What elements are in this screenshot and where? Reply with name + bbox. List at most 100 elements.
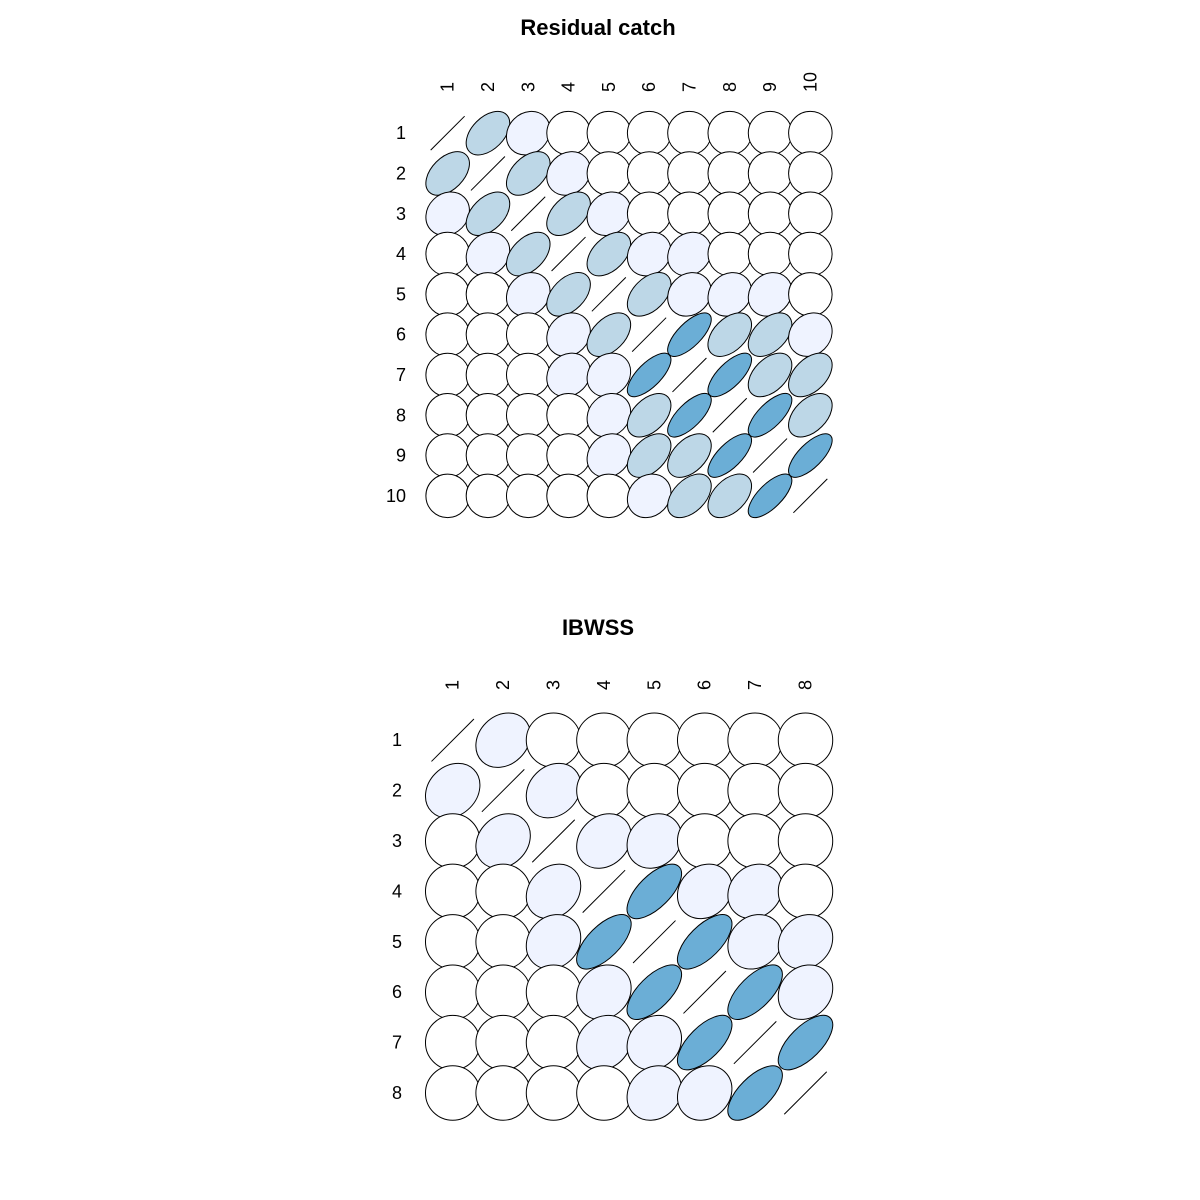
correlation-cell bbox=[465, 110, 511, 156]
correlation-cell bbox=[431, 718, 475, 762]
correlation-cell bbox=[425, 392, 470, 438]
correlation-cell bbox=[586, 312, 632, 357]
correlation-cell bbox=[475, 964, 531, 1020]
correlation-cell bbox=[576, 762, 632, 819]
col-label: 3 bbox=[544, 680, 564, 690]
correlation-cell bbox=[727, 712, 783, 768]
correlation-cell bbox=[424, 863, 481, 920]
correlation-cell bbox=[465, 312, 511, 357]
row-label: 1 bbox=[396, 123, 406, 143]
col-label: 2 bbox=[478, 82, 498, 92]
correlation-cell bbox=[788, 191, 833, 237]
correlation-cell bbox=[727, 863, 783, 920]
correlation-cell bbox=[626, 712, 683, 768]
correlation-cell bbox=[777, 813, 834, 869]
correlation-cell bbox=[505, 352, 551, 398]
correlation-cell bbox=[424, 813, 481, 869]
correlation-cell bbox=[676, 813, 733, 869]
correlation-cell bbox=[727, 1065, 783, 1121]
correlation-cell bbox=[777, 964, 834, 1020]
correlation-cell bbox=[505, 272, 551, 317]
row-label: 3 bbox=[392, 831, 402, 851]
row-label: 4 bbox=[396, 244, 406, 264]
correlation-cell bbox=[546, 433, 591, 478]
correlation-cell bbox=[425, 151, 470, 196]
correlation-cell bbox=[672, 357, 707, 393]
correlation-cell bbox=[465, 352, 511, 398]
residual-catch-panel: Residual catch 1 2 3 4 5 6 7 8 9 10 1 2 3 4 5 6 7 8 9 10 bbox=[386, 15, 833, 519]
correlation-cell bbox=[626, 392, 672, 438]
correlation-cell bbox=[727, 964, 783, 1020]
correlation-cell bbox=[505, 110, 551, 156]
correlation-cell bbox=[631, 317, 667, 352]
correlation-cell bbox=[425, 231, 470, 277]
correlation-cell bbox=[788, 312, 833, 357]
row-label: 2 bbox=[396, 163, 406, 183]
correlation-cell bbox=[793, 478, 828, 514]
col-label: 4 bbox=[594, 680, 614, 690]
correlation-cell bbox=[586, 191, 632, 237]
correlation-cell bbox=[626, 272, 672, 317]
correlation-cell bbox=[788, 272, 833, 317]
correlation-cell bbox=[707, 312, 753, 357]
correlation-cell bbox=[733, 1021, 777, 1065]
correlation-cell bbox=[586, 352, 632, 398]
row-label: 10 bbox=[386, 486, 406, 506]
correlation-cell bbox=[626, 151, 672, 196]
correlation-cell bbox=[752, 438, 788, 473]
correlation-cell bbox=[747, 231, 793, 277]
correlation-cell bbox=[525, 1014, 582, 1071]
row-label: 8 bbox=[392, 1083, 402, 1103]
col-label: 6 bbox=[695, 680, 715, 690]
col-label: 7 bbox=[745, 680, 765, 690]
correlation-cell bbox=[465, 231, 511, 277]
correlation-cell bbox=[626, 863, 683, 920]
correlation-cell bbox=[470, 156, 506, 191]
correlation-cell bbox=[707, 231, 753, 277]
correlation-cell bbox=[425, 312, 470, 357]
correlation-cell bbox=[676, 712, 733, 768]
correlation-cell bbox=[505, 392, 551, 438]
correlation-cell bbox=[667, 272, 712, 317]
correlation-cell bbox=[626, 433, 672, 478]
correlation-cell bbox=[576, 914, 632, 970]
correlation-cell bbox=[707, 433, 753, 478]
correlation-cell bbox=[667, 231, 712, 277]
correlation-cell bbox=[667, 191, 712, 237]
residual-catch-matrix: 1 2 3 4 5 6 7 8 9 10 1 2 3 4 5 6 7 8 9 10 bbox=[386, 72, 833, 519]
col-label: 6 bbox=[639, 82, 659, 92]
correlation-cell bbox=[465, 392, 511, 438]
correlation-cell bbox=[777, 914, 834, 970]
correlation-cell bbox=[707, 151, 753, 196]
correlation-cell bbox=[727, 762, 783, 819]
correlation-cell bbox=[683, 970, 727, 1014]
correlation-cell bbox=[626, 473, 672, 519]
correlation-cell bbox=[747, 473, 793, 519]
correlation-cell bbox=[546, 473, 591, 519]
correlation-cell bbox=[777, 762, 834, 819]
correlation-cell bbox=[747, 312, 793, 357]
correlation-cell bbox=[586, 110, 632, 156]
correlation-cell bbox=[546, 110, 591, 156]
correlation-cell bbox=[576, 1014, 632, 1071]
col-label: 3 bbox=[518, 82, 538, 92]
row-label: 6 bbox=[396, 325, 406, 345]
row-label: 9 bbox=[396, 446, 406, 466]
correlation-cell bbox=[525, 762, 582, 819]
correlation-cell bbox=[747, 352, 793, 398]
correlation-cell bbox=[747, 191, 793, 237]
correlation-cell bbox=[465, 473, 511, 519]
correlation-cell bbox=[632, 920, 676, 964]
correlation-cell bbox=[676, 863, 733, 920]
col-label: 9 bbox=[760, 82, 780, 92]
correlation-cell bbox=[747, 110, 793, 156]
correlation-cell bbox=[475, 1065, 531, 1121]
correlation-cell bbox=[546, 392, 591, 438]
correlation-cell bbox=[626, 762, 683, 819]
correlation-cell bbox=[788, 231, 833, 277]
correlation-cell bbox=[783, 1071, 828, 1115]
correlation-cell bbox=[510, 196, 546, 232]
correlation-cell bbox=[586, 433, 632, 478]
correlation-cell bbox=[626, 110, 672, 156]
